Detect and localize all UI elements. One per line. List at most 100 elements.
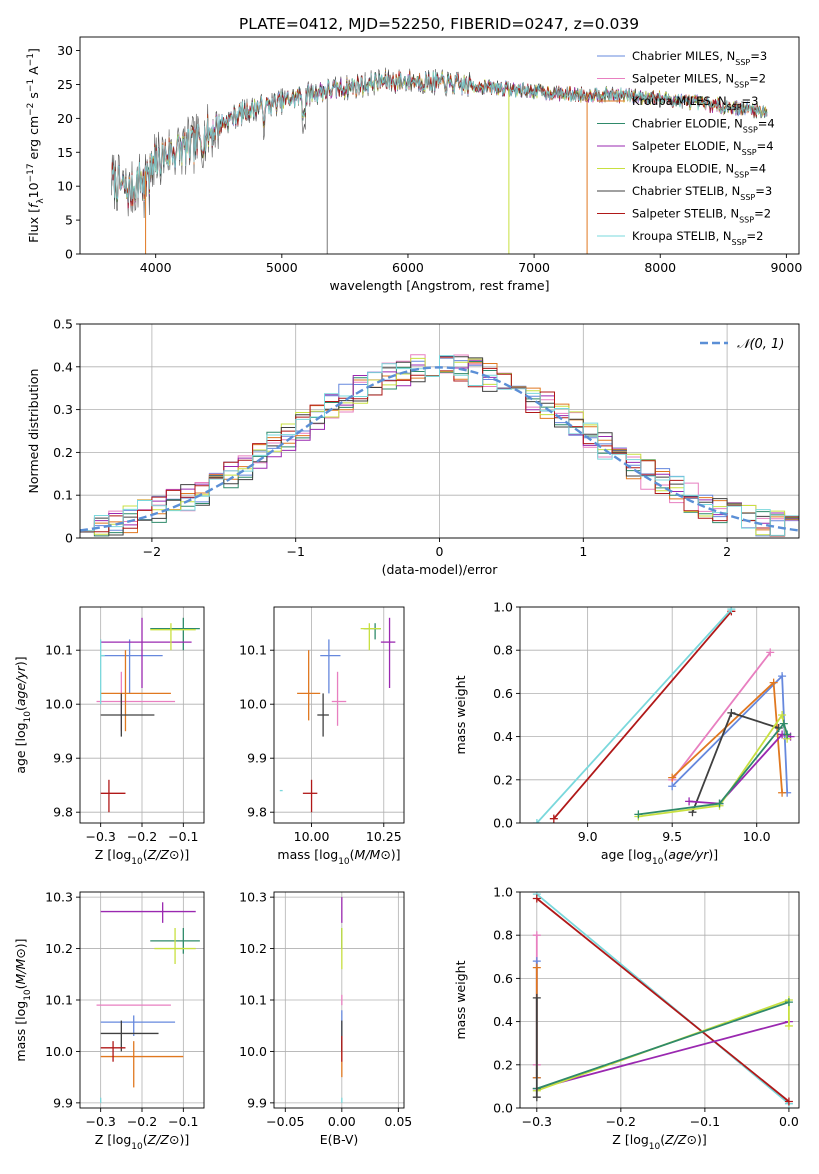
weight-marker-kroupa-stelib xyxy=(532,819,541,823)
x-axis-label: age [log10(age/yr)] xyxy=(601,847,718,867)
weight-marker-chabrier-elodie xyxy=(634,810,643,819)
x-axis-label: mass [log10(M/M⊙)] xyxy=(277,847,400,867)
errorbar-kroupa-miles xyxy=(100,650,171,732)
errorbar-salpeter-elodie xyxy=(100,902,196,923)
y-tick-label: 10.1 xyxy=(239,643,267,658)
x-tick-label: −0.2 xyxy=(127,829,157,844)
y-tick-label: 0.0 xyxy=(493,1101,513,1116)
x-tick-label: 8000 xyxy=(644,260,676,275)
y-tick-label: 0.4 xyxy=(493,729,513,744)
y-tick-label: 10.1 xyxy=(45,993,73,1008)
y-axis-label: Flux [fλ10−17 erg cm−2 s−1 A−1] xyxy=(26,48,46,243)
y-tick-label: 0.3 xyxy=(53,402,73,417)
weight_vs_age-plot-area xyxy=(532,607,795,823)
x-axis-label: Z [log10(Z/Z⊙)] xyxy=(612,1132,706,1152)
errorbar-salpeter-elodie xyxy=(380,617,396,688)
y-tick-label: 10.1 xyxy=(45,643,73,658)
x-tick-label: 0 xyxy=(436,544,444,559)
weight-line-chabrier-stelib xyxy=(691,711,779,813)
spectrum-frame xyxy=(79,36,800,255)
x-axis-label: Z [log10(Z/Z⊙)] xyxy=(95,1132,189,1152)
errorbar-kroupa-elodie xyxy=(154,928,196,964)
mass_vs_Z-plot-area xyxy=(96,902,200,1103)
y-tick-label: 10.3 xyxy=(239,890,267,905)
x-tick-label: 0.05 xyxy=(384,1114,412,1129)
x-tick-label: 10.00 xyxy=(294,829,330,844)
errorbar-chabrier-miles xyxy=(320,639,341,694)
y-tick-label: 10 xyxy=(57,179,73,194)
weight-marker-kroupa-miles xyxy=(769,678,778,687)
weight-marker-kroupa-miles xyxy=(532,963,541,972)
x-tick-label: −0.05 xyxy=(266,1114,304,1129)
y-axis-label: Normed distribution xyxy=(26,369,41,494)
weight_vs_Z-panel: −0.3 −0.2 −0.1 0.0 0.0 0.2 0.4 0.6 0.8 1.0 Z [log1… xyxy=(453,885,800,1152)
y-tick-label: 10.0 xyxy=(45,1044,73,1059)
legend-entry-kroupa-stelib: Kroupa STELIB, NSSP=2 xyxy=(632,229,763,247)
weight_vs_age-frame xyxy=(519,606,800,824)
weight-line-salpeter-elodie xyxy=(689,733,791,805)
weight-marker-kroupa-elodie xyxy=(778,711,787,719)
x-tick-label: 4000 xyxy=(140,260,172,275)
weight-line-salpeter-stelib xyxy=(536,897,790,1103)
weight-marker-chabrier-stelib xyxy=(727,708,736,717)
errorbar-salpeter-miles xyxy=(331,671,347,726)
y-tick-label: 0 xyxy=(65,247,73,262)
legend-entry-kroupa-miles: Kroupa MILES, NSSP=3 xyxy=(632,94,758,112)
y-tick-label: 30 xyxy=(57,43,73,58)
weight-marker-kroupa-stelib xyxy=(727,607,736,614)
mass_vs_Z-panel: −0.3 −0.2 −0.1 9.9 10.0 10.1 10.2 10.3 Z [log10(… xyxy=(13,890,205,1152)
y-tick-label: 0.6 xyxy=(493,686,513,701)
errorbar-salpeter-miles xyxy=(96,671,176,732)
y-tick-label: 0.4 xyxy=(493,1014,513,1029)
errorbar-chabrier-stelib xyxy=(317,693,329,737)
weight-line-kroupa-stelib xyxy=(536,608,733,823)
y-tick-label: 1.0 xyxy=(493,885,513,900)
y-tick-label: 0 xyxy=(65,531,73,546)
age_vs_mass-panel: 10.00 10.25 9.8 9.9 10.0 10.1 mass [log10(M/M⊙… xyxy=(239,606,405,867)
y-tick-label: 15 xyxy=(57,145,73,160)
x-tick-label: 0.0 xyxy=(779,1114,799,1129)
x-axis-label: Z [log10(Z/Z⊙)] xyxy=(95,847,189,867)
weight-marker-chabrier-miles xyxy=(778,672,787,681)
y-tick-label: 0.0 xyxy=(493,816,513,831)
age_vs_Z-panel: −0.3 −0.2 −0.1 9.8 9.9 10.0 10.1 Z [log10(Z/Z⊙)… xyxy=(13,606,205,867)
residuals-panel: −2 −1 0 1 2 0 0.1 0.2 0.3 0.4 0.5 𝒩(0, 1) (data-mode… xyxy=(26,317,800,577)
legend-entry-chabrier-stelib: Chabrier STELIB, NSSP=3 xyxy=(632,184,772,202)
gaussian-curve xyxy=(80,366,799,532)
weight-marker-chabrier-stelib xyxy=(532,1093,541,1102)
x-tick-label: −0.1 xyxy=(168,829,198,844)
x-tick-label: −0.3 xyxy=(85,1114,115,1129)
weight-marker-chabrier-elodie xyxy=(784,998,793,1007)
y-tick-label: 9.8 xyxy=(53,805,73,820)
weight-marker-chabrier-stelib xyxy=(532,993,541,1002)
weight-marker-salpeter-elodie xyxy=(685,797,694,806)
x-tick-label: 7000 xyxy=(518,260,550,275)
errorbar-kroupa-miles xyxy=(297,650,321,721)
x-tick-label: 0.00 xyxy=(328,1114,356,1129)
weight-marker-salpeter-miles xyxy=(532,931,541,940)
weight-marker-kroupa-miles xyxy=(668,773,677,782)
y-axis-label: age [log10(age/yr)] xyxy=(13,656,33,773)
x-axis-label: E(B-V) xyxy=(320,1132,359,1147)
model-line-chabrier-stelib xyxy=(111,71,768,206)
errorbar-kroupa-elodie xyxy=(150,623,196,651)
errorbar-chabrier-miles xyxy=(100,1015,176,1036)
legend-entry-chabrier-elodie: Chabrier ELODIE, NSSP=4 xyxy=(632,117,775,135)
y-tick-label: 0.8 xyxy=(493,643,513,658)
x-tick-label: −0.3 xyxy=(522,1114,552,1129)
y-axis-label: mass [log10(M/M⊙)] xyxy=(13,938,33,1061)
weight_vs_Z-frame xyxy=(519,891,800,1109)
errorbar-salpeter-stelib xyxy=(100,1041,126,1062)
weight-line-salpeter-elodie xyxy=(536,1020,790,1090)
y-tick-label: 10.0 xyxy=(45,697,73,712)
errorbar-kroupa-stelib xyxy=(100,639,105,705)
errorbar-chabrier-elodie xyxy=(150,617,200,651)
weight-line-salpeter-stelib xyxy=(553,610,733,820)
y-tick-label: 0.2 xyxy=(493,1057,513,1072)
y-tick-label: 10.2 xyxy=(239,941,267,956)
x-tick-label: 5000 xyxy=(266,260,298,275)
y-tick-label: 9.9 xyxy=(247,751,267,766)
x-tick-label: 2 xyxy=(723,544,731,559)
